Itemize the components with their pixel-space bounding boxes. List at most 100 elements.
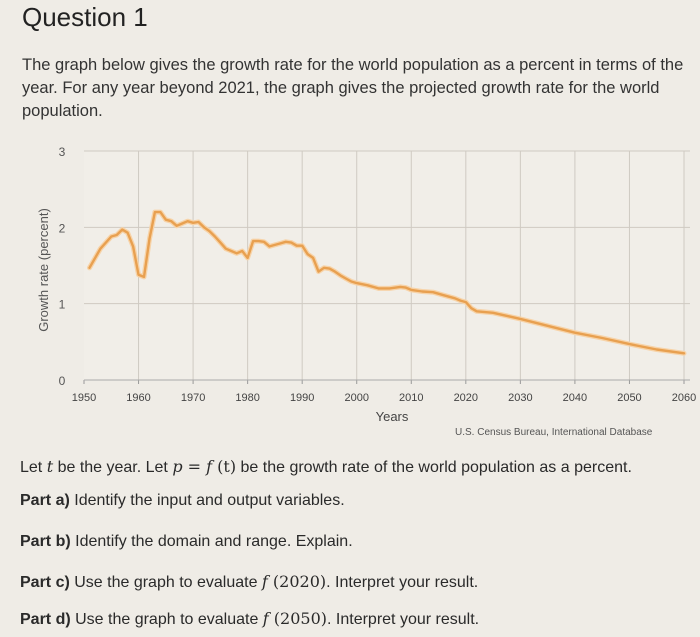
data-point — [296, 245, 298, 247]
data-point — [465, 301, 467, 303]
data-point — [214, 236, 216, 238]
data-point — [454, 298, 456, 300]
data-point — [181, 223, 183, 225]
data-point — [492, 312, 494, 314]
data-point — [225, 248, 227, 250]
data-point — [154, 211, 156, 213]
data-point — [274, 244, 276, 246]
data-point — [421, 291, 423, 293]
data-point — [307, 253, 309, 255]
data-point — [378, 288, 380, 290]
equals-sign: = — [182, 457, 207, 476]
data-point — [263, 241, 265, 243]
data-point — [110, 236, 112, 238]
data-point — [318, 271, 320, 273]
y-tick-label: 2 — [59, 221, 66, 235]
data-point — [149, 238, 151, 240]
x-tick-label: 2020 — [454, 392, 478, 404]
x-tick-label: 1950 — [72, 392, 96, 404]
x-tick-label: 1990 — [290, 392, 314, 404]
x-tick-label: 2050 — [617, 392, 641, 404]
function-f: f — [206, 457, 213, 476]
data-point — [143, 276, 145, 278]
data-point — [574, 332, 576, 334]
data-point — [280, 243, 282, 245]
data-point — [367, 285, 369, 287]
data-point — [252, 240, 254, 242]
part-label: Part a) — [20, 492, 70, 509]
data-point — [100, 248, 102, 250]
part-c: Part c) Use the graph to evaluate f (202… — [20, 572, 478, 592]
part-text: Use the graph to evaluate — [70, 611, 263, 628]
data-point — [629, 343, 631, 345]
variable-t: t — [46, 457, 54, 476]
data-point — [160, 211, 162, 213]
data-point — [460, 300, 462, 302]
x-tick-label: 2000 — [344, 392, 368, 404]
x-axis-label: Years — [376, 409, 409, 424]
data-point — [400, 286, 402, 288]
part-text: . Interpret your result. — [326, 574, 479, 591]
data-point — [345, 278, 347, 280]
data-point — [334, 271, 336, 273]
x-tick-label: 1970 — [181, 392, 205, 404]
intro-line: population. — [22, 102, 103, 120]
data-point — [187, 220, 189, 222]
data-point — [656, 349, 658, 351]
data-point — [389, 288, 391, 290]
function-arg: (2020) — [267, 572, 327, 591]
x-tick-label: 1960 — [126, 392, 150, 404]
data-point — [236, 252, 238, 254]
data-point — [198, 221, 200, 223]
data-point — [241, 250, 243, 252]
data-point — [176, 225, 178, 227]
x-tick-label: 2010 — [399, 392, 423, 404]
question-intro: The graph below gives the growth rate fo… — [22, 54, 700, 123]
data-point — [476, 311, 478, 313]
part-text: Identify the input and output variables. — [69, 492, 345, 509]
data-point — [470, 307, 472, 309]
data-point — [138, 274, 140, 276]
data-point — [165, 219, 167, 221]
function-arg: (t) — [212, 457, 237, 476]
growth-rate-chart: 0 1 2 3 1950 1960 1970 1980 1990 2000 2010 2020 203… — [36, 145, 696, 424]
y-tick-labels: 0 1 2 3 — [59, 145, 66, 388]
data-point — [230, 250, 232, 252]
intro-line: year. For any year beyond 2021, the grap… — [22, 79, 660, 97]
data-point — [405, 287, 407, 289]
data-point — [247, 257, 249, 259]
part-label: Part d) — [20, 611, 71, 628]
part-label: Part c) — [20, 574, 70, 591]
data-point — [601, 337, 603, 339]
data-point — [547, 325, 549, 327]
y-tick-label: 1 — [59, 298, 66, 312]
series-line — [88, 210, 686, 355]
data-point — [220, 242, 222, 244]
definition-text: Let — [20, 459, 47, 476]
chart-grid — [84, 150, 690, 380]
data-point — [132, 246, 134, 248]
data-point — [683, 352, 685, 354]
part-label: Part b) — [20, 533, 71, 550]
chart-axes — [83, 379, 690, 384]
data-point — [329, 268, 331, 270]
intro-line: The graph below gives the growth rate fo… — [22, 56, 684, 74]
part-b: Part b) Identify the domain and range. E… — [20, 533, 353, 551]
question-title: Question 1 — [22, 2, 148, 32]
variable-p: p — [172, 457, 183, 476]
part-d: Part d) Use the graph to evaluate f (205… — [20, 609, 479, 629]
data-point — [410, 289, 412, 291]
x-tick-label: 2040 — [563, 392, 587, 404]
data-point — [203, 227, 205, 229]
x-tick-label: 2030 — [508, 392, 532, 404]
data-point — [170, 220, 172, 222]
function-f: f — [261, 572, 268, 591]
function-arg: (2050) — [268, 609, 328, 628]
data-point — [116, 234, 118, 236]
data-point — [520, 318, 522, 320]
plot-area — [84, 151, 684, 380]
data-point — [258, 240, 260, 242]
y-axis-label: Growth rate (percent) — [36, 208, 51, 332]
data-point — [290, 242, 292, 244]
y-tick-label: 0 — [59, 374, 66, 388]
